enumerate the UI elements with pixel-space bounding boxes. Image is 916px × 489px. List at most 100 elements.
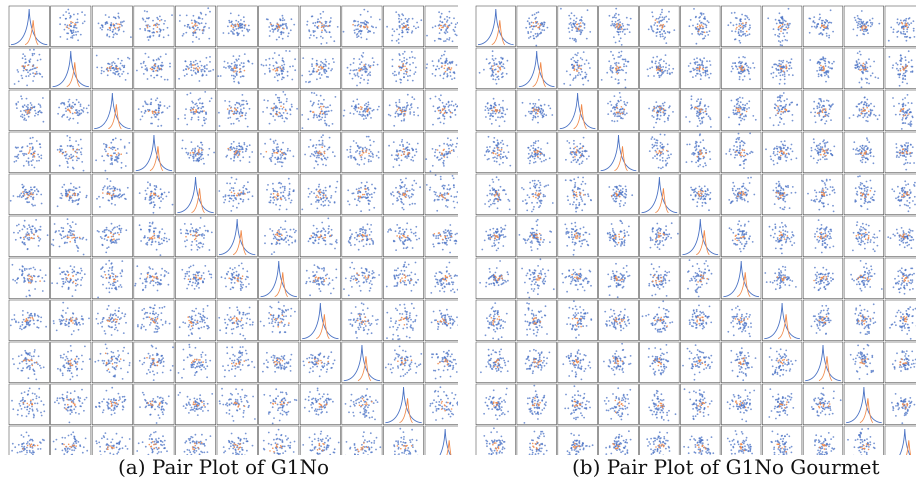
scatter-point-majority	[370, 332, 373, 335]
scatter-point-majority	[206, 327, 209, 330]
scatter-point-majority	[189, 60, 192, 63]
scatter-point-majority	[360, 156, 363, 159]
scatter-point-majority	[410, 106, 413, 109]
scatter-point-majority	[200, 70, 203, 73]
scatter-point-majority	[428, 188, 431, 191]
cell-frame	[91, 215, 133, 258]
scatter-point-majority	[140, 240, 143, 242]
scatter-point-majority	[165, 53, 167, 55]
scatter-point-majority	[64, 189, 67, 191]
scatter-point-minority	[30, 192, 32, 194]
scatter-point-majority	[147, 17, 150, 20]
scatter-point-majority	[117, 316, 119, 318]
scatter-point-majority	[403, 72, 405, 75]
scatter-point-minority	[194, 234, 197, 236]
scatter-point-majority	[334, 240, 337, 243]
scatter-point-majority	[72, 330, 75, 332]
scatter-point-minority	[191, 322, 193, 325]
scatter-point-majority	[33, 75, 35, 78]
scatter-point-majority	[72, 189, 75, 192]
scatter-point-majority	[402, 280, 404, 282]
scatter-point-majority	[73, 34, 75, 36]
scatter-point-majority	[199, 155, 202, 158]
scatter-point-majority	[412, 232, 415, 235]
scatter-point-majority	[224, 321, 227, 324]
scatter-point-majority	[320, 60, 322, 63]
scatter-point-minority	[31, 276, 33, 279]
scatter-point-majority	[323, 145, 326, 148]
scatter-point-majority	[397, 199, 400, 201]
scatter-point-majority	[413, 73, 416, 75]
scatter-point-majority	[112, 282, 114, 285]
scatter-point-majority	[20, 196, 23, 199]
scatter-point-majority	[291, 241, 294, 244]
scatter-point-minority	[72, 233, 75, 236]
scatter-point-majority	[116, 329, 119, 332]
scatter-point-majority	[34, 280, 37, 283]
scatter-point-majority	[156, 16, 159, 19]
scatter-point-majority	[244, 337, 247, 340]
scatter-point-minority	[408, 152, 411, 154]
scatter-point-majority	[362, 118, 365, 120]
scatter-point-minority	[237, 318, 239, 321]
scatter-point-majority	[27, 279, 30, 281]
scatter-point-minority	[189, 321, 191, 324]
scatter-point-majority	[440, 54, 443, 57]
scatter-point-majority	[164, 269, 166, 272]
cell-frame	[50, 215, 92, 258]
scatter-point-majority	[330, 109, 333, 112]
scatter-point-majority	[399, 81, 402, 84]
scatter-point-majority	[312, 103, 314, 105]
scatter-point-majority	[353, 267, 356, 270]
scatter-point-minority	[118, 23, 121, 26]
scatter-point-majority	[18, 230, 21, 232]
scatter-point-majority	[367, 64, 370, 66]
scatter-point-majority	[117, 194, 120, 197]
scatter-point-majority	[436, 281, 438, 284]
scatter-point-minority	[37, 235, 39, 237]
scatter-point-majority	[401, 60, 403, 63]
pair-cell-r2-c11	[424, 47, 458, 90]
pair-cell-r5-c2	[50, 173, 92, 216]
scatter-point-majority	[329, 185, 331, 187]
scatter-point-majority	[371, 239, 373, 242]
scatter-point-majority	[26, 201, 28, 203]
scatter-point-majority	[192, 27, 195, 30]
scatter-point-majority	[251, 195, 254, 198]
scatter-point-majority	[412, 189, 415, 192]
scatter-point-majority	[21, 228, 24, 231]
scatter-point-minority	[440, 111, 442, 113]
scatter-point-majority	[371, 283, 373, 286]
scatter-point-majority	[43, 280, 46, 283]
scatter-point-majority	[102, 317, 105, 319]
scatter-point-minority	[200, 277, 202, 280]
scatter-point-majority	[447, 100, 450, 103]
scatter-point-majority	[144, 284, 147, 287]
scatter-point-majority	[315, 227, 318, 230]
scatter-point-majority	[150, 280, 152, 283]
scatter-point-majority	[363, 68, 365, 71]
scatter-point-majority	[308, 37, 311, 39]
scatter-point-majority	[272, 316, 275, 319]
scatter-point-majority	[277, 115, 280, 118]
scatter-point-majority	[449, 187, 452, 190]
scatter-point-majority	[288, 191, 291, 193]
scatter-point-majority	[80, 112, 83, 115]
scatter-point-majority	[403, 185, 406, 188]
scatter-point-majority	[433, 155, 436, 157]
scatter-point-majority	[287, 194, 290, 197]
scatter-point-majority	[60, 237, 63, 240]
scatter-point-majority	[319, 13, 322, 15]
scatter-point-minority	[359, 195, 362, 198]
scatter-point-minority	[236, 150, 238, 152]
scatter-point-majority	[335, 241, 338, 244]
scatter-point-majority	[27, 75, 30, 77]
scatter-point-majority	[163, 275, 166, 278]
scatter-point-majority	[332, 151, 334, 154]
scatter-point-majority	[149, 274, 151, 277]
cell-frame	[216, 173, 258, 216]
scatter-point-majority	[312, 116, 315, 119]
scatter-point-majority	[251, 323, 254, 326]
scatter-point-majority	[441, 21, 443, 24]
scatter-point-majority	[201, 124, 204, 127]
